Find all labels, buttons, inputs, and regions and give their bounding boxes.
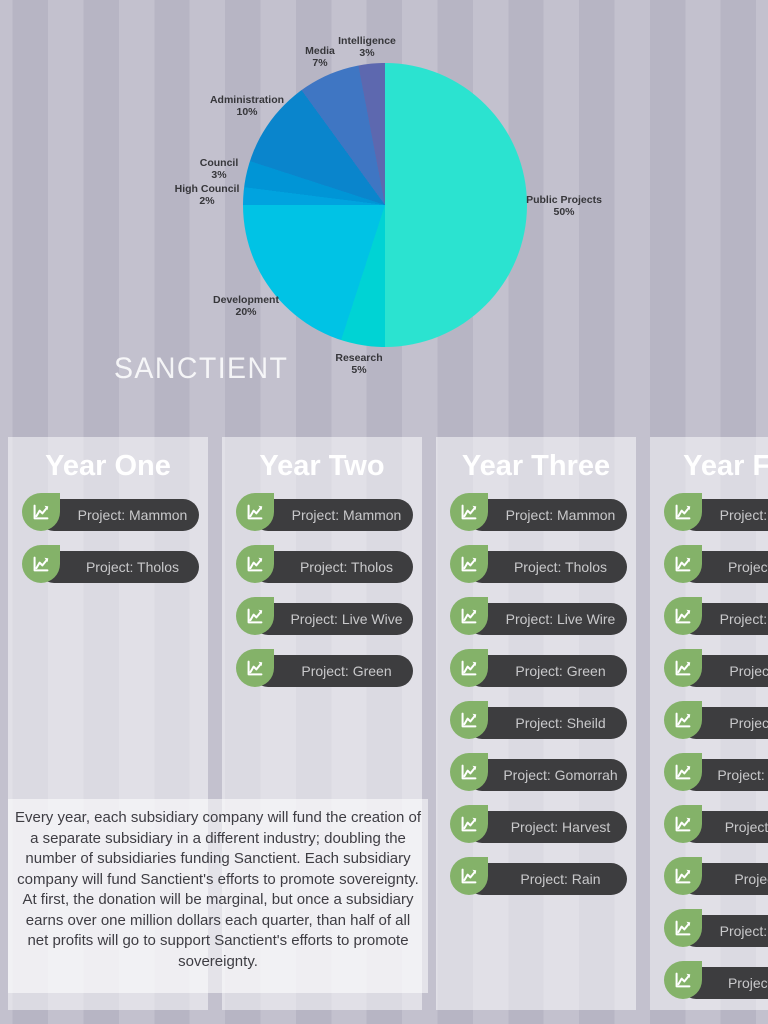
- project-button-label: Project: Green: [466, 655, 627, 687]
- line-chart-icon: [450, 493, 488, 531]
- line-chart-icon: [450, 545, 488, 583]
- project-button[interactable]: Project: Tholos: [236, 545, 413, 583]
- project-button[interactable]: Project: Live Wive: [236, 597, 413, 635]
- project-button[interactable]: Project: Tholos: [664, 961, 768, 999]
- project-button-label: Project: Harvest: [466, 811, 627, 843]
- project-button[interactable]: Project: Tholos: [22, 545, 199, 583]
- project-button-label: Project: Tholos: [466, 551, 627, 583]
- line-chart-icon: [236, 597, 274, 635]
- project-button-label: Project: Green: [252, 655, 413, 687]
- line-chart-icon: [450, 805, 488, 843]
- line-chart-icon: [22, 545, 60, 583]
- pie-chart: [243, 63, 527, 347]
- project-button-label: Project: Rain: [466, 863, 627, 895]
- pie-slice-label-intelligence: Intelligence 3%: [338, 35, 396, 59]
- year-column-2: Year Two Project: Mammon Project: Tholos Pr…: [222, 437, 422, 1010]
- project-button[interactable]: Project: Green: [450, 649, 627, 687]
- line-chart-icon: [450, 649, 488, 687]
- pie-slice-label-council: Council 3%: [199, 157, 239, 181]
- project-button[interactable]: Project: Harvest: [664, 805, 768, 843]
- project-button[interactable]: Project: Mammon: [664, 493, 768, 531]
- project-button[interactable]: Project: Green: [236, 649, 413, 687]
- project-button-label: Project: Mammon: [252, 499, 413, 531]
- line-chart-icon: [664, 649, 702, 687]
- project-button[interactable]: Project: Gomorrah: [450, 753, 627, 791]
- project-button[interactable]: Project: Rain: [664, 857, 768, 895]
- line-chart-icon: [664, 909, 702, 947]
- line-chart-icon: [450, 753, 488, 791]
- year-column-title: Year Four: [683, 450, 768, 482]
- project-button-label: Project: Live Wire: [466, 603, 627, 635]
- line-chart-icon: [450, 701, 488, 739]
- project-button[interactable]: Project: Harvest: [450, 805, 627, 843]
- line-chart-icon: [664, 753, 702, 791]
- line-chart-icon: [664, 545, 702, 583]
- pie-slice-label-development: Development 20%: [213, 294, 279, 318]
- description-panel: Every year, each subsidiary company will…: [8, 799, 428, 993]
- project-button[interactable]: Project: Gomorrah: [664, 753, 768, 791]
- pie-slice-label-research: Research 5%: [335, 352, 383, 376]
- line-chart-icon: [450, 857, 488, 895]
- project-button[interactable]: Project: Live Wire: [664, 597, 768, 635]
- year-column-title: Year Two: [259, 450, 385, 482]
- line-chart-icon: [664, 597, 702, 635]
- project-button[interactable]: Project: Rain: [450, 857, 627, 895]
- project-button[interactable]: Project: Tholos: [664, 545, 768, 583]
- project-button-label: Project: Tholos: [252, 551, 413, 583]
- project-button[interactable]: Project: Mammon: [664, 909, 768, 947]
- line-chart-icon: [236, 545, 274, 583]
- project-button[interactable]: Project: Sheild: [664, 701, 768, 739]
- project-button[interactable]: Project: Green: [664, 649, 768, 687]
- project-button-label: Project: Tholos: [38, 551, 199, 583]
- line-chart-icon: [664, 493, 702, 531]
- pie-slice-label-media: Media 7%: [305, 45, 335, 69]
- line-chart-icon: [450, 597, 488, 635]
- line-chart-icon: [22, 493, 60, 531]
- project-button-label: Project: Mammon: [466, 499, 627, 531]
- project-button-label: Project: Gomorrah: [466, 759, 627, 791]
- year-column-title: Year One: [45, 450, 171, 482]
- project-button[interactable]: Project: Mammon: [450, 493, 627, 531]
- line-chart-icon: [664, 857, 702, 895]
- project-button-label: Project: Mammon: [38, 499, 199, 531]
- line-chart-icon: [664, 961, 702, 999]
- line-chart-icon: [664, 805, 702, 843]
- brand-logo: SANCTIENT: [114, 352, 289, 385]
- year-column-3: Year Three Project: Mammon Project: Tholos…: [436, 437, 636, 1010]
- line-chart-icon: [236, 649, 274, 687]
- pie-slice-label-administration: Administration 10%: [209, 94, 285, 118]
- description-text: Every year, each subsidiary company will…: [14, 809, 422, 970]
- pie-slice-label-public-projects: Public Projects 50%: [526, 194, 602, 218]
- pie-slice-label-high-council: High Council 2%: [174, 183, 240, 207]
- project-button[interactable]: Project: Tholos: [450, 545, 627, 583]
- project-button[interactable]: Project: Live Wire: [450, 597, 627, 635]
- year-column-title: Year Three: [461, 450, 611, 482]
- project-button-label: Project: Sheild: [466, 707, 627, 739]
- project-button-label: Project: Live Wive: [252, 603, 413, 635]
- line-chart-icon: [236, 493, 274, 531]
- project-button[interactable]: Project: Mammon: [22, 493, 199, 531]
- year-column-4: Year Four Project: Mammon Project: Tholos P…: [650, 437, 768, 1010]
- project-button[interactable]: Project: Sheild: [450, 701, 627, 739]
- project-button[interactable]: Project: Mammon: [236, 493, 413, 531]
- line-chart-icon: [664, 701, 702, 739]
